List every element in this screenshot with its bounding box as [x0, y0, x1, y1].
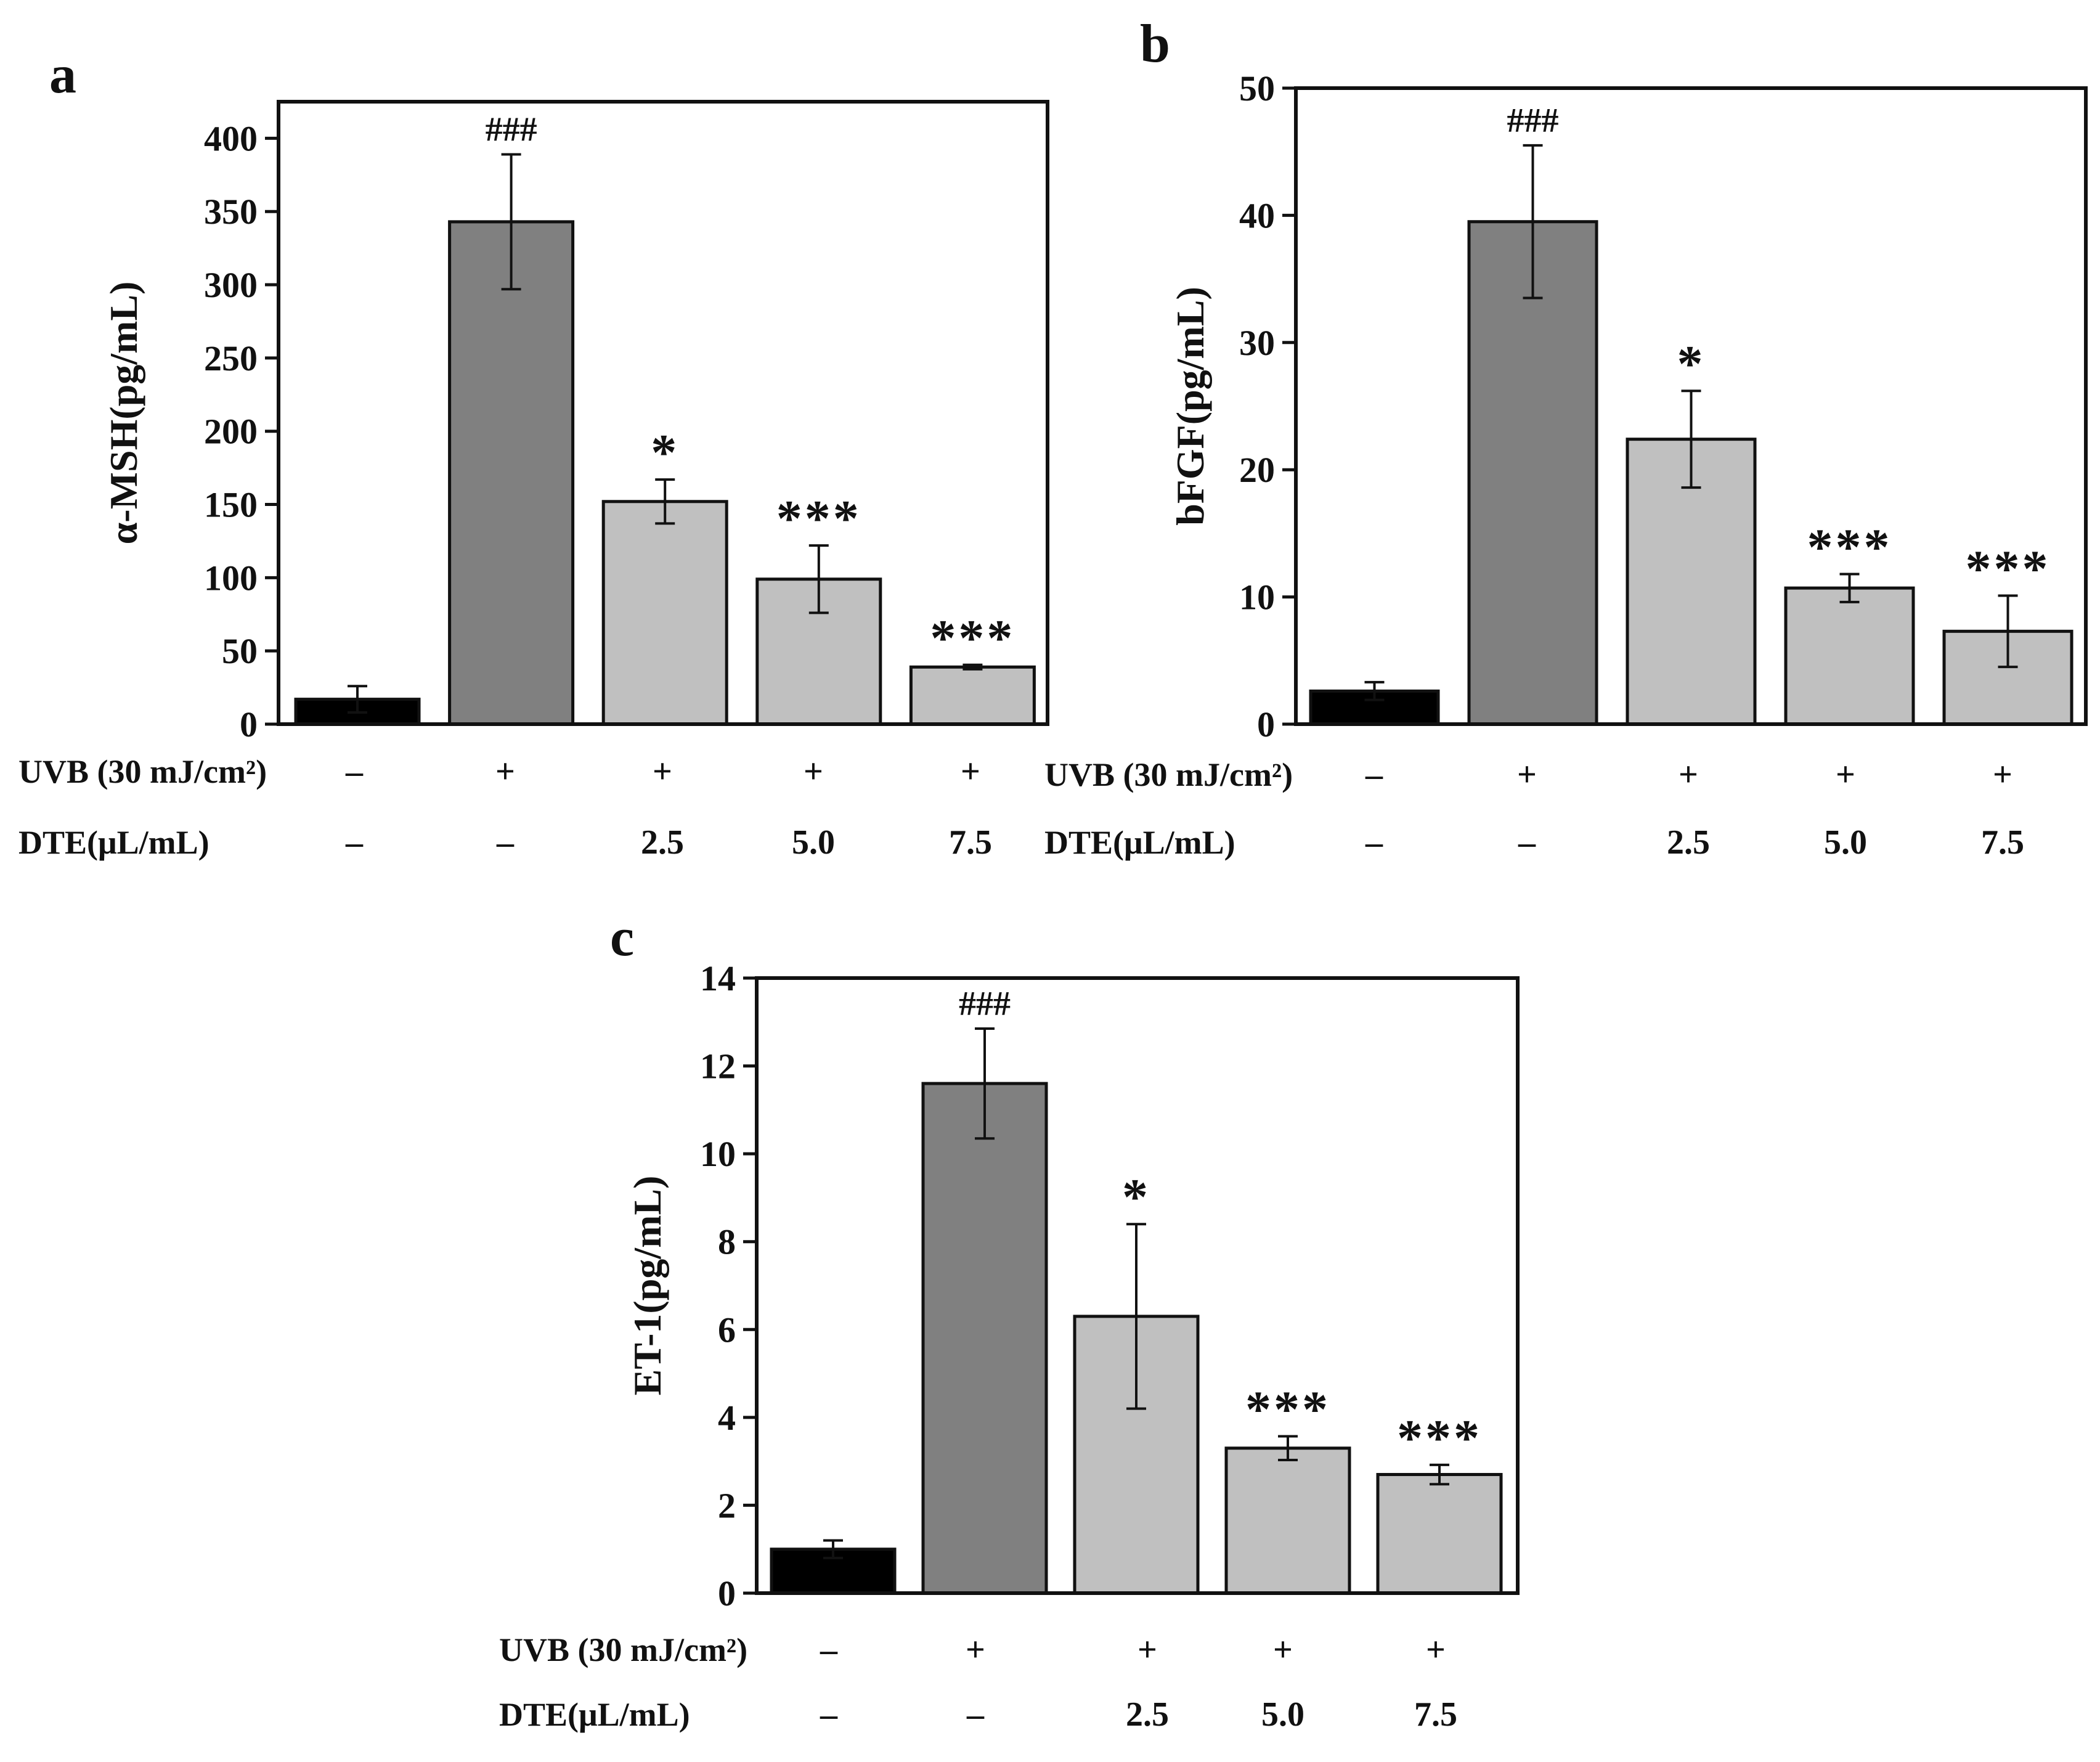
y-tick-label: 400 [204, 118, 258, 158]
dte-row-value: – [820, 1695, 838, 1734]
uvb-row-value: + [1679, 756, 1698, 794]
y-axis-title: α-MSH(pg/mL) [102, 282, 145, 545]
uvb-row-value: + [961, 753, 980, 791]
significance-hash: ### [486, 111, 537, 149]
panel-a: a α-MSH(pg/mL) 0 50 100 150 200 250 300 350 400 ###… [18, 45, 1049, 862]
y-tick-label: 20 [1239, 450, 1275, 490]
uvb-row-value: + [966, 1631, 985, 1669]
significance-star: *** [1397, 1409, 1482, 1467]
significance-star: * [1677, 335, 1706, 393]
uvb-row-value: + [495, 753, 515, 791]
significance-star: * [1122, 1169, 1150, 1226]
uvb-row-value: + [1993, 756, 2012, 794]
dte-row-value: – [966, 1695, 985, 1734]
dte-row-value: 7.5 [1981, 823, 2024, 862]
y-tick-label: 250 [204, 338, 258, 378]
y-tick-label: 4 [718, 1398, 736, 1438]
y-tick-label: 150 [204, 485, 258, 525]
dte-row-value: 5.0 [1824, 823, 1867, 862]
significance-hash: ### [1507, 102, 1559, 140]
panel-letter: c [610, 908, 634, 968]
significance-star: *** [1966, 540, 2051, 598]
uvb-row-value: + [1426, 1631, 1446, 1669]
dte-row-value: 2.5 [641, 823, 684, 862]
y-axis-title: bFGF(pg/mL) [1168, 287, 1212, 526]
y-tick-label: 12 [700, 1046, 736, 1087]
y-tick-label: 14 [700, 958, 736, 998]
y-tick-label: 6 [718, 1310, 736, 1350]
plot-frame [755, 976, 1520, 1595]
dte-row-value: – [1518, 823, 1536, 862]
bar [1224, 1446, 1351, 1595]
uvb-row-label: UVB (30 mJ/cm²) [18, 753, 267, 790]
uvb-row-value: + [1138, 1631, 1157, 1669]
bar [1376, 1473, 1503, 1595]
y-tick-label: 50 [1239, 68, 1275, 108]
bar [909, 665, 1036, 726]
y-tick-label: 40 [1239, 195, 1275, 235]
y-tick-label: 50 [222, 631, 258, 671]
dte-row-label: DTE(μL/mL) [499, 1696, 690, 1733]
dte-row-label: DTE(μL/mL) [18, 824, 210, 861]
dte-row-value: – [1365, 823, 1383, 862]
dte-row-value: 2.5 [1126, 1695, 1169, 1734]
y-tick-label: 0 [240, 704, 258, 744]
significance-star: *** [1807, 518, 1892, 576]
y-axis-title: ET-1(pg/mL) [625, 1176, 669, 1396]
y-tick-label: 350 [204, 192, 258, 232]
bar [1467, 220, 1598, 726]
y-tick-label: 200 [204, 412, 258, 452]
plot-frame [1294, 86, 2088, 726]
dte-row-value: 5.0 [792, 823, 835, 862]
uvb-row-value: + [1836, 756, 1855, 794]
y-tick-label: 100 [204, 558, 258, 598]
uvb-row-value: + [653, 753, 672, 791]
significance-hash: ### [959, 985, 1011, 1023]
y-tick-label: 8 [718, 1222, 736, 1262]
y-tick-label: 30 [1239, 323, 1275, 363]
uvb-row-value: – [1365, 756, 1383, 794]
uvb-row-value: + [1273, 1631, 1293, 1669]
bar [1784, 586, 1915, 726]
y-tick-label: 0 [1257, 704, 1275, 744]
dte-row-value: – [345, 823, 364, 862]
y-tick-label: 0 [718, 1573, 736, 1613]
panel-letter: a [49, 45, 76, 105]
uvb-row-value: – [820, 1631, 838, 1669]
panel-letter: b [1140, 14, 1170, 74]
bar [601, 500, 728, 726]
significance-star: *** [776, 490, 861, 547]
uvb-row-value: + [1517, 756, 1537, 794]
uvb-row-label: UVB (30 mJ/cm²) [499, 1631, 747, 1668]
y-tick-label: 2 [718, 1485, 736, 1525]
dte-row-value: 2.5 [1667, 823, 1710, 862]
uvb-row-value: – [345, 753, 364, 791]
y-tick-label: 10 [700, 1134, 736, 1174]
bar [448, 220, 575, 726]
y-tick-label: 10 [1239, 577, 1275, 618]
plot-frame [277, 100, 1049, 726]
uvb-row-value: + [804, 753, 823, 791]
significance-star: *** [930, 610, 1015, 667]
dte-row-value: 7.5 [949, 823, 992, 862]
significance-star: * [651, 424, 679, 481]
bar [921, 1082, 1048, 1595]
dte-row-value: 5.0 [1261, 1695, 1304, 1734]
significance-star: *** [1245, 1381, 1330, 1438]
uvb-row-label: UVB (30 mJ/cm²) [1044, 756, 1293, 793]
dte-row-label: DTE(μL/mL) [1044, 824, 1235, 861]
y-tick-label: 300 [204, 265, 258, 305]
dte-row-value: – [496, 823, 515, 862]
dte-row-value: 7.5 [1414, 1695, 1457, 1734]
